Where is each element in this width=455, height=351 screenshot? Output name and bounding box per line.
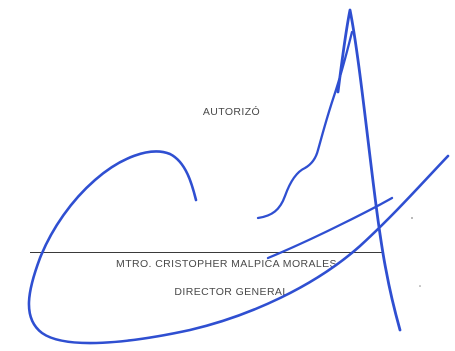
speck-dot [411,217,413,219]
signer-title: DIRECTOR GENERAL [174,286,289,298]
signature-line [30,252,383,253]
signature-cross-stroke [266,196,394,260]
signature-left-arc [27,150,450,345]
signature-main-stroke [336,8,402,332]
authorized-heading: AUTORIZÓ [202,106,261,118]
signer-name: MTRO. CRISTOPHER MALPICA MORALES [116,258,337,270]
signature-wave [256,30,354,220]
